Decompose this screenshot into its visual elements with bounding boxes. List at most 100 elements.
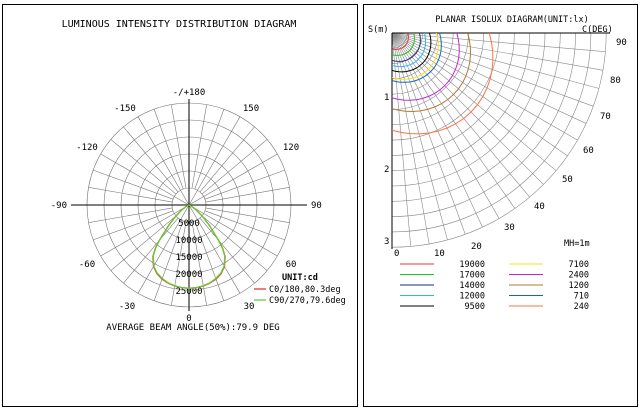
isolux-grid-arc [392,33,607,248]
polar-grid-spoke [100,153,190,206]
isolux-y-tick: 2 [384,165,389,175]
isolux-contour [392,33,421,62]
polar-angle-label: -60 [79,260,95,270]
polar-angle-label: -90 [51,201,67,211]
polar-angle-label: 0 [186,314,191,324]
polar-grid-spoke [199,217,255,284]
polar-radial-label: 15000 [175,253,202,263]
isolux-angle-label: 40 [534,202,545,212]
polar-grid-spoke [88,186,173,203]
isolux-angle-label: 20 [471,242,482,252]
polar-grid-spoke [191,221,208,306]
polar-angle-label: 30 [244,302,255,312]
polar-grid-spoke [204,210,285,241]
polar-series-curve [152,204,226,289]
polar-angle-label: 60 [286,260,297,270]
polar-grid-spoke [188,204,278,257]
isolux-y-tick: 3 [384,237,389,247]
isolux-angle-label: 60 [583,146,594,156]
isolux-legend-value: 14000 [459,281,485,291]
polar-angle-label: -30 [119,302,135,312]
isolux-angle-label: 70 [600,112,611,122]
polar-grid-spoke [188,116,241,206]
polar-angle-label: 90 [311,201,322,211]
polar-grid-spoke [205,207,290,224]
isolux-angle-label: 0 [394,249,399,259]
isolux-x-axis-label: C(DEG) [582,25,613,35]
polar-grid-spoke [123,126,179,193]
isolux-legend-value: 2400 [569,271,589,281]
isolux-grid-spoke [392,33,606,52]
polar-angle-label: -150 [114,104,136,114]
polar-angle-label: 120 [283,143,299,153]
isolux-angle-label: 80 [610,76,621,86]
isolux-legend-value: 19000 [459,260,485,270]
polar-grid-spoke [194,109,225,190]
polar-grid-spoke [205,186,290,203]
polar-radial-label: 20000 [175,270,202,280]
polar-grid-spoke [137,204,190,294]
isolux-legend-value: 240 [574,302,589,312]
isolux-contour [392,33,432,73]
polar-grid-spoke [201,139,268,195]
polar-grid [71,99,307,311]
polar-grid-spoke [137,116,190,206]
isolux-legend-value: 12000 [459,292,485,302]
polar-grid-spoke [153,109,184,190]
isolux-grid-spoke [392,33,557,171]
isolux-grid-spoke [392,33,430,244]
isolux-contour [392,33,472,113]
polar-grid-spoke [188,204,241,294]
isolux-grid-spoke [392,33,603,71]
polar-angle-label: 150 [243,104,259,114]
isolux-grid-spoke [392,33,568,156]
polar-grid-spoke [93,210,174,241]
polar-grid-spoke [153,220,184,301]
polar-title: LUMINOUS INTENSITY DISTRIBUTION DIAGRAM [62,19,297,30]
polar-legend-label: C0/180,80.3deg [269,285,341,295]
isolux-angle-label: 90 [616,38,627,48]
isolux-contour [392,33,439,80]
isolux-legend-value: 9500 [465,302,485,312]
polar-grid-spoke [123,217,179,284]
isolux-grid-spoke [392,33,530,198]
isolux-panel: PLANAR ISOLUX DIAGRAM(UNIT:lx) S(m) C(DEG)… [363,4,638,407]
polar-grid-spoke [170,104,187,189]
polar-grid-spoke [100,204,190,257]
polar-grid-spoke [201,215,268,271]
isolux-grid-spoke [392,33,515,209]
polar-grid-spoke [170,221,187,306]
isolux-y-axis-label: S(m) [368,25,388,35]
isolux-legend-value: 1200 [569,281,589,291]
isolux-legend-value: 17000 [459,271,485,281]
polar-footer: AVERAGE BEAM ANGLE(50%):79.9 DEG [106,323,279,333]
isolux-legend-value: 7100 [569,260,589,270]
polar-grid-spoke [110,139,177,195]
isolux-title: PLANAR ISOLUX DIAGRAM(UNIT:lx) [435,15,589,25]
polar-angle-label: -120 [76,143,98,153]
isolux-contour [392,33,460,101]
polar-unit-label: UNIT:cd [282,273,318,283]
isolux-grid-spoke [392,33,578,141]
isolux-angle-label: 50 [562,175,573,185]
polar-grid-spoke [204,169,285,200]
polar-grid-spoke [110,215,177,271]
intensity-panel: LUMINOUS INTENSITY DISTRIBUTION DIAGRAM -… [2,4,358,407]
polar-legend-label: C90/270,79.6deg [269,296,346,306]
polar-radial-label: 10000 [175,236,202,246]
polar-grid-spoke [88,207,173,224]
isolux-mounting-height: MH=1m [564,239,590,249]
isolux-contour [392,33,409,50]
isolux-grid [392,33,607,248]
polar-angle-label: -/+180 [173,88,206,98]
isolux-contour [392,33,415,56]
isolux-chart: PLANAR ISOLUX DIAGRAM(UNIT:lx) S(m) C(DEG)… [368,15,627,312]
polar-radial-label: 5000 [178,219,200,229]
polar-grid-spoke [93,169,174,200]
intensity-polar-chart: LUMINOUS INTENSITY DISTRIBUTION DIAGRAM -… [51,19,346,333]
isolux-contours [392,33,494,135]
isolux-y-tick: 1 [384,93,389,103]
isolux-contour [392,33,494,135]
polar-grid-spoke [194,220,225,301]
isolux-angle-label: 30 [504,223,515,233]
